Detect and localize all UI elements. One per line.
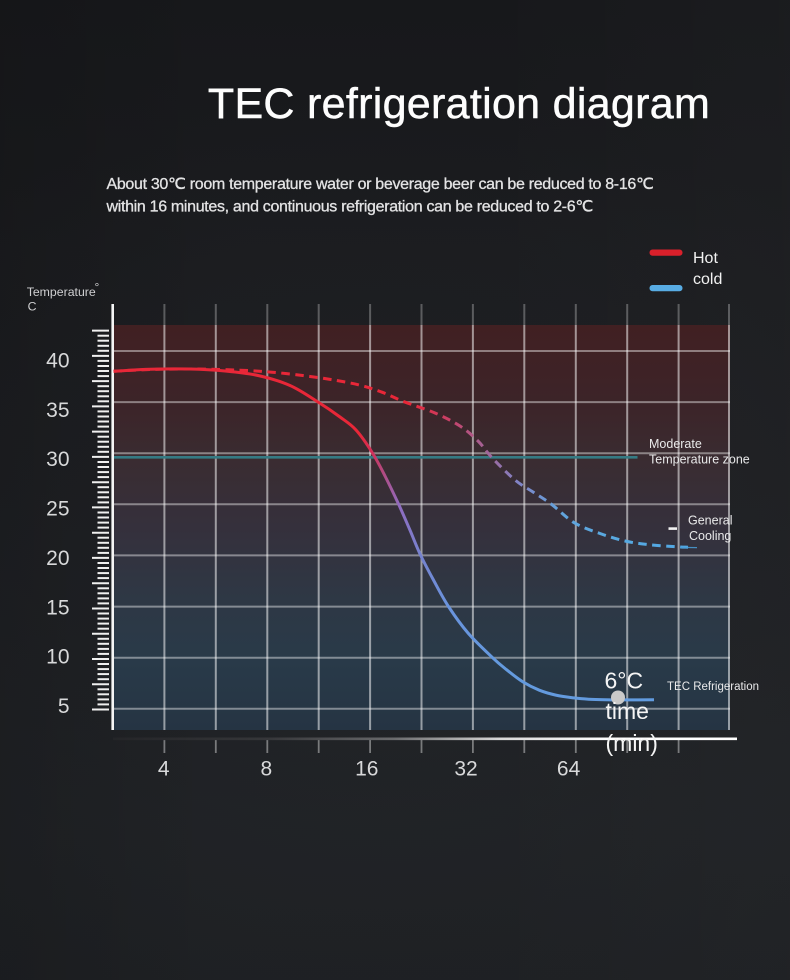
svg-text:TEC refrigeration diagram: TEC refrigeration diagram — [208, 80, 710, 128]
svg-text:Temperature zone: Temperature zone — [649, 452, 750, 466]
svg-text:10: 10 — [46, 646, 69, 669]
svg-text:25: 25 — [46, 498, 69, 521]
svg-text:TEC Refrigeration: TEC Refrigeration — [667, 681, 759, 693]
svg-text:6°C: 6°C — [605, 667, 644, 693]
svg-text:Cooling: Cooling — [689, 529, 731, 543]
svg-text:15: 15 — [46, 596, 69, 619]
svg-text:8: 8 — [260, 758, 272, 781]
svg-text:(min): (min) — [606, 730, 658, 756]
svg-text:4: 4 — [158, 758, 170, 781]
svg-text:20: 20 — [46, 547, 69, 570]
svg-text:40: 40 — [46, 349, 69, 372]
svg-text:5: 5 — [58, 695, 70, 718]
svg-text:16: 16 — [355, 758, 378, 781]
svg-text:35: 35 — [46, 399, 69, 422]
svg-text:64: 64 — [557, 758, 581, 781]
svg-text:30: 30 — [46, 448, 69, 471]
svg-text:C: C — [28, 300, 37, 314]
svg-text:°: ° — [95, 280, 100, 294]
svg-text:time: time — [606, 698, 649, 724]
svg-text:32: 32 — [454, 758, 477, 781]
svg-text:within 16 minutes, and continu: within 16 minutes, and continuous refrig… — [106, 198, 594, 215]
svg-text:Moderate: Moderate — [649, 437, 702, 451]
svg-text:General: General — [688, 514, 732, 528]
svg-text:Temperature: Temperature — [27, 285, 96, 299]
svg-text:cold: cold — [693, 271, 722, 288]
svg-text:About 30℃ room temperature wat: About 30℃ room temperature water or beve… — [107, 176, 654, 193]
svg-text:Hot: Hot — [693, 250, 718, 267]
